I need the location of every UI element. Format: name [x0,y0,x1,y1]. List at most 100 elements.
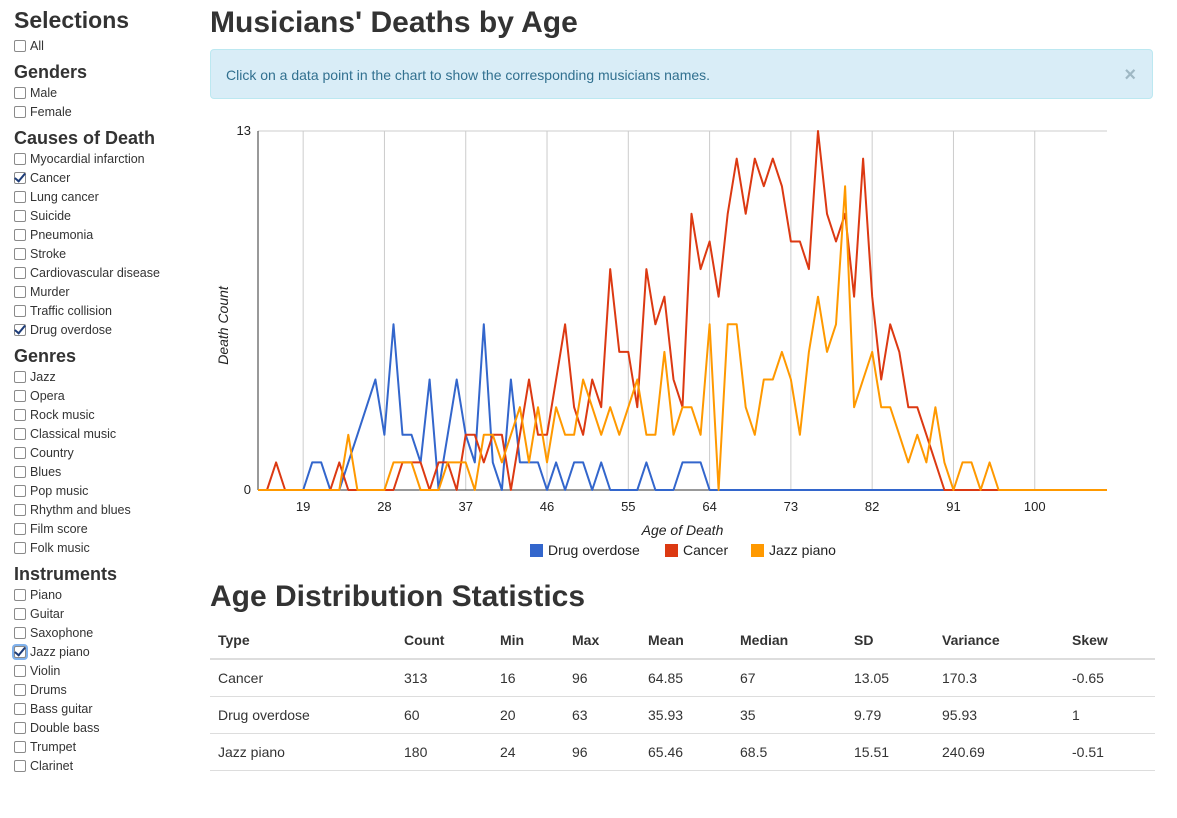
data-point[interactable] [635,488,640,493]
data-point[interactable] [915,488,920,493]
data-point[interactable] [825,488,830,493]
data-point[interactable] [897,432,902,437]
column-header-count[interactable]: Count [396,621,492,660]
data-point[interactable] [752,156,757,161]
checkbox[interactable] [14,86,26,99]
legend-item-jazz-piano[interactable]: Jazz piano [751,542,836,558]
data-point[interactable] [815,129,820,134]
data-point[interactable] [572,405,577,410]
data-point[interactable] [779,349,784,354]
data-point[interactable] [761,488,766,493]
data-point[interactable] [554,460,559,465]
data-point[interactable] [843,488,848,493]
data-point[interactable] [463,432,468,437]
checkbox[interactable] [14,759,26,772]
data-point[interactable] [996,488,1001,493]
data-point[interactable] [283,488,288,493]
data-point[interactable] [563,432,568,437]
checkbox-option-myocardial-infarction[interactable]: Myocardial infarction [14,149,199,168]
data-point[interactable] [572,460,577,465]
data-point[interactable] [472,460,477,465]
checked-checkbox[interactable] [14,323,26,336]
checkbox[interactable] [14,370,26,383]
data-point[interactable] [879,405,884,410]
data-point[interactable] [879,377,884,382]
data-point[interactable] [409,432,414,437]
data-point[interactable] [933,460,938,465]
checkbox[interactable] [14,228,26,241]
data-point[interactable] [328,488,333,493]
data-point[interactable] [292,488,297,493]
data-point[interactable] [635,377,640,382]
data-point[interactable] [319,460,324,465]
data-point[interactable] [481,460,486,465]
checkbox-option-lung-cancer[interactable]: Lung cancer [14,187,199,206]
data-point[interactable] [364,405,369,410]
data-point[interactable] [590,377,595,382]
data-point[interactable] [933,488,938,493]
data-point[interactable] [373,488,378,493]
legend-item-drug-overdose[interactable]: Drug overdose [530,542,640,558]
data-point[interactable] [337,460,342,465]
checkbox-option-opera[interactable]: Opera [14,386,199,405]
data-point[interactable] [436,488,441,493]
checkbox-option-trumpet[interactable]: Trumpet [14,737,199,756]
data-point[interactable] [743,211,748,216]
data-point[interactable] [906,488,911,493]
checkbox-option-male[interactable]: Male [14,83,199,102]
checked-checkbox[interactable] [14,645,26,658]
data-point[interactable] [698,460,703,465]
data-point[interactable] [265,488,270,493]
data-point[interactable] [987,460,992,465]
data-point[interactable] [861,156,866,161]
checkbox[interactable] [14,588,26,601]
data-point[interactable] [870,488,875,493]
data-point[interactable] [834,239,839,244]
checkbox[interactable] [14,389,26,402]
data-point[interactable] [689,211,694,216]
data-point[interactable] [382,432,387,437]
data-point[interactable] [716,488,721,493]
column-header-median[interactable]: Median [732,621,846,660]
data-point[interactable] [445,460,450,465]
data-point[interactable] [391,322,396,327]
data-point[interactable] [960,460,965,465]
data-point[interactable] [725,322,730,327]
checkbox[interactable] [14,408,26,421]
data-point[interactable] [653,488,658,493]
data-point[interactable] [445,432,450,437]
data-point[interactable] [987,488,992,493]
data-point[interactable] [355,432,360,437]
column-header-skew[interactable]: Skew [1064,621,1155,660]
data-point[interactable] [888,488,893,493]
checkbox-option-guitar[interactable]: Guitar [14,604,199,623]
data-point[interactable] [852,294,857,299]
data-point[interactable] [508,377,513,382]
data-point[interactable] [1086,488,1091,493]
data-point[interactable] [463,460,468,465]
data-point[interactable] [617,432,622,437]
data-point[interactable] [969,460,974,465]
data-point[interactable] [707,239,712,244]
checkbox-option-stroke[interactable]: Stroke [14,244,199,263]
data-point[interactable] [725,488,730,493]
data-point[interactable] [644,460,649,465]
data-point[interactable] [481,432,486,437]
data-point[interactable] [942,460,947,465]
data-point[interactable] [897,488,902,493]
data-point[interactable] [508,488,513,493]
checkbox[interactable] [14,152,26,165]
data-point[interactable] [960,488,965,493]
data-point[interactable] [825,211,830,216]
data-point[interactable] [454,488,459,493]
data-point[interactable] [680,405,685,410]
checkbox-option-female[interactable]: Female [14,102,199,121]
data-point[interactable] [897,349,902,354]
data-point[interactable] [671,488,676,493]
data-point[interactable] [535,432,540,437]
data-point[interactable] [608,488,613,493]
data-point[interactable] [698,267,703,272]
data-point[interactable] [671,432,676,437]
data-point[interactable] [978,488,983,493]
checkbox[interactable] [14,664,26,677]
